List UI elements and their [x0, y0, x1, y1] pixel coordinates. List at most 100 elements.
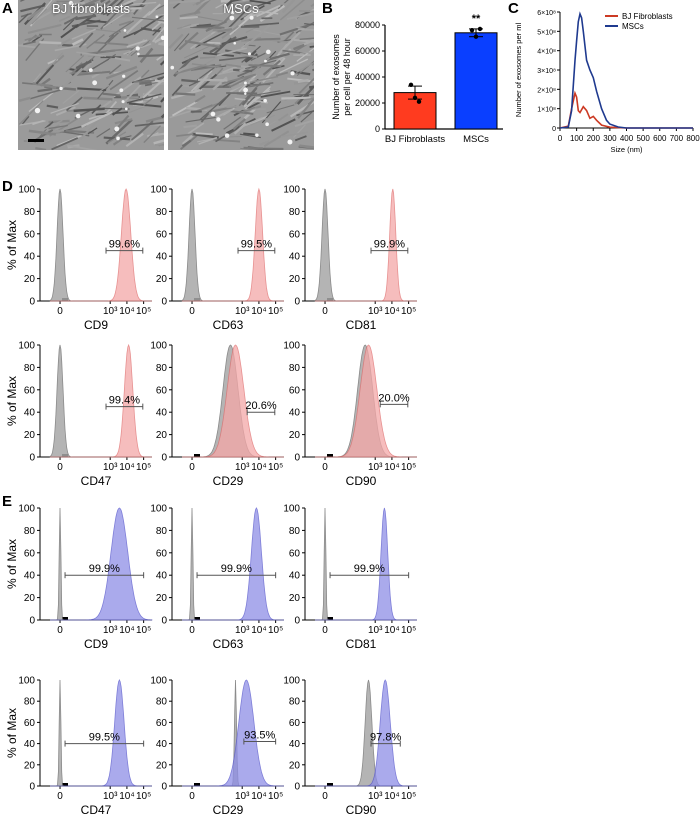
bar-y-tick-label: 40000	[355, 72, 380, 82]
histogram-y-tick-label: 100	[150, 341, 167, 352]
histogram-x-tick-label: 10⁴	[119, 462, 134, 473]
cell-texture	[109, 69, 139, 91]
histogram-y-tick-label: 40	[24, 252, 36, 263]
histogram-y-tick-label: 20	[24, 760, 36, 771]
histogram-y-tick-label: 20	[156, 274, 168, 285]
cell-texture	[27, 6, 44, 21]
cell-texture	[114, 57, 131, 62]
cell-texture	[126, 93, 139, 98]
cell-highlight	[119, 88, 124, 93]
cell-highlight	[123, 29, 127, 32]
histogram-y-tick-label: 40	[156, 571, 168, 582]
histogram-x-tick-label: 10⁴	[119, 625, 134, 636]
cell-texture	[184, 40, 220, 48]
histogram-zero-marker	[327, 617, 333, 620]
cell-texture	[296, 26, 314, 32]
panel-label-a: A	[2, 0, 13, 17]
histogram-y-tick-label: 40	[156, 739, 168, 750]
cell-texture	[221, 73, 257, 85]
cell-texture	[197, 138, 215, 143]
cell-texture	[147, 132, 164, 138]
cell-texture	[262, 59, 281, 76]
histogram-x-tick-label: 10⁵	[136, 625, 151, 636]
histogram-y-tick-label: 0	[161, 297, 167, 308]
cell-texture	[243, 132, 255, 136]
histogram-x-tick-label: 0	[322, 462, 328, 473]
cell-texture	[279, 23, 312, 36]
cell-texture	[71, 38, 84, 46]
cell-highlight	[122, 74, 126, 78]
cell-texture	[169, 110, 192, 119]
histogram-y-axis-title: % of Max	[5, 220, 19, 270]
cell-texture	[176, 133, 194, 138]
cell-texture	[303, 97, 314, 101]
cell-texture	[183, 124, 197, 129]
cell-texture	[69, 67, 87, 74]
histogram-curve	[315, 188, 417, 302]
cell-texture	[155, 14, 164, 17]
line-y-tick-label: 1×10⁸	[537, 107, 556, 114]
histogram-y-tick-label: 60	[24, 548, 36, 559]
cell-texture	[134, 121, 164, 127]
histogram-y-tick-label: 40	[289, 252, 301, 263]
cell-texture	[153, 139, 164, 145]
gate-percentage-label: 99.9%	[354, 563, 385, 575]
cell-texture	[230, 0, 244, 3]
cell-texture	[196, 65, 217, 81]
cell-texture	[309, 45, 314, 48]
bar-y-tick-label: 80000	[355, 20, 380, 30]
histogram-y-tick-label: 60	[24, 229, 36, 240]
line-y-tick-label: 3×10⁸	[537, 68, 556, 75]
cell-texture	[293, 124, 306, 138]
cell-texture	[296, 47, 314, 62]
histogram-zero-marker	[194, 783, 200, 786]
data-point	[416, 99, 422, 104]
histogram-x-tick-label: 0	[189, 625, 195, 636]
cell-texture	[279, 0, 306, 21]
cell-texture	[155, 4, 164, 11]
cell-texture	[46, 104, 59, 109]
cell-texture	[76, 51, 107, 57]
cell-texture	[294, 119, 314, 128]
cell-texture	[228, 4, 252, 29]
cell-highlight	[244, 92, 247, 95]
cell-texture	[269, 75, 285, 92]
cell-texture	[36, 0, 53, 19]
cell-texture	[281, 96, 311, 100]
line-x-tick-label: 200	[587, 134, 601, 143]
cell-texture	[280, 131, 308, 138]
cell-texture	[91, 53, 116, 71]
cell-texture	[199, 96, 228, 121]
histogram-y-tick-label: 0	[294, 297, 300, 308]
histogram-x-tick-label: 0	[57, 462, 63, 473]
histogram-y-tick-label: 40	[156, 252, 168, 263]
bar-y-tick-label: 0	[375, 124, 380, 134]
histogram-y-tick-label: 80	[289, 207, 301, 218]
histogram-y-tick-label: 40	[156, 408, 168, 419]
gate-percentage-label: 99.4%	[109, 395, 140, 407]
histogram-x-tick-label: 0	[57, 791, 63, 802]
panel-label-b: B	[322, 0, 333, 17]
cell-texture	[35, 147, 47, 150]
cell-texture	[138, 54, 164, 58]
cell-texture	[265, 52, 290, 62]
legend-label: BJ Fibroblasts	[622, 12, 673, 21]
cell-texture	[296, 87, 314, 105]
cell-texture	[57, 38, 71, 48]
gate-percentage-label: 99.5%	[241, 239, 272, 251]
histogram-marker-label: CD9	[84, 637, 108, 651]
micrograph-mscs: MSCs	[168, 0, 314, 150]
histogram-y-tick-label: 80	[156, 526, 168, 537]
cell-highlight	[88, 68, 93, 73]
cell-texture	[109, 64, 122, 75]
cell-texture	[243, 7, 260, 20]
histogram-y-tick-label: 40	[24, 408, 36, 419]
cell-texture	[18, 100, 44, 125]
histogram-y-tick-label: 20	[156, 593, 168, 604]
cell-texture	[33, 129, 54, 142]
cell-texture	[215, 108, 234, 119]
histogram-x-tick-label: 10⁴	[251, 306, 266, 317]
cell-texture	[263, 130, 290, 148]
histogram-x-tick-label: 10⁴	[251, 791, 266, 802]
cell-texture	[248, 64, 282, 68]
